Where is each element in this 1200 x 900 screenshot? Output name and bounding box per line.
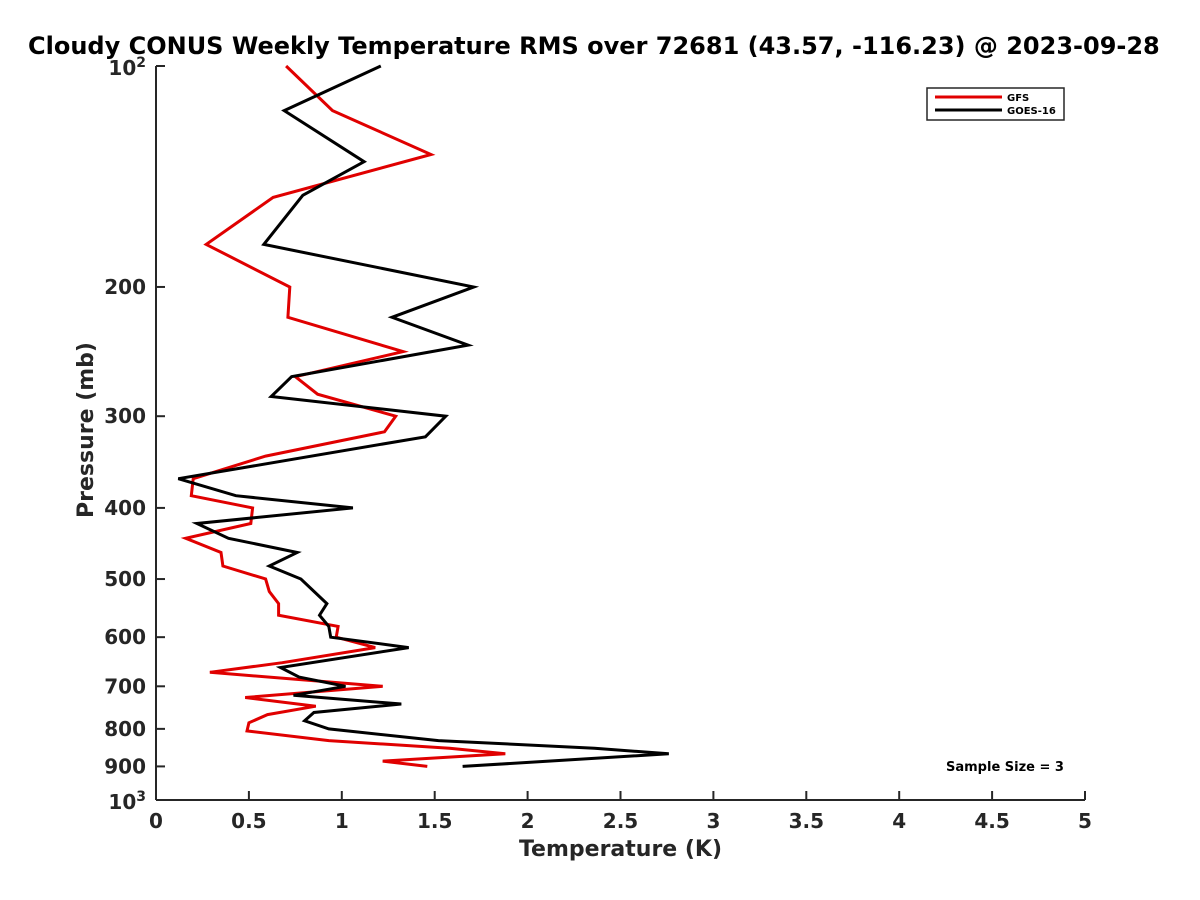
x-tick-label: 0.5 (231, 809, 266, 833)
y-tick-label: 700 (104, 674, 146, 698)
y-tick-label: 500 (104, 567, 146, 591)
legend-label: GOES-16 (1007, 106, 1056, 117)
y-tick-label: 900 (104, 754, 146, 778)
y-tick-label: 800 (104, 717, 146, 741)
chart-title: Cloudy CONUS Weekly Temperature RMS over… (28, 32, 1160, 60)
y-tick-label: 200 (104, 275, 146, 299)
y-tick-label: 102 (108, 55, 146, 80)
y-tick-label-base: 10 (108, 790, 136, 814)
legend-box (926, 87, 1065, 121)
y-tick-label: 600 (104, 625, 146, 649)
x-tick-label: 1 (335, 809, 349, 833)
x-tick-label: 3.5 (789, 809, 824, 833)
x-axis-ticks: 0 0.5 1 1.5 2 2.5 3 3.5 4 4.5 5 (149, 791, 1092, 833)
y-tick-label: 400 (104, 496, 146, 520)
x-tick-label: 0 (149, 809, 163, 833)
y-tick-label-base: 10 (108, 56, 136, 80)
y-tick-label-exponent: 2 (136, 55, 146, 71)
sample-size-annotation: Sample Size = 3 (946, 760, 1064, 775)
x-axis-label: Temperature (K) (519, 837, 722, 862)
x-tick-label: 1.5 (417, 809, 452, 833)
x-tick-label: 4.5 (974, 809, 1009, 833)
legend-label: GFS (1007, 93, 1029, 104)
series-line-gfs (180, 64, 506, 768)
y-tick-label: 300 (104, 404, 146, 428)
x-tick-label: 5 (1078, 809, 1092, 833)
series-line-goes-16 (177, 64, 669, 768)
y-tick-label-exponent: 3 (136, 789, 146, 805)
x-tick-label: 3 (706, 809, 720, 833)
legend: GFS GOES-16 (926, 87, 1065, 121)
y-axis-label: Pressure (mb) (74, 342, 99, 518)
plot-area (177, 64, 669, 768)
y-tick-label: 103 (108, 789, 146, 814)
x-tick-label: 4 (892, 809, 906, 833)
x-tick-label: 2.5 (603, 809, 638, 833)
x-tick-label: 2 (521, 809, 535, 833)
